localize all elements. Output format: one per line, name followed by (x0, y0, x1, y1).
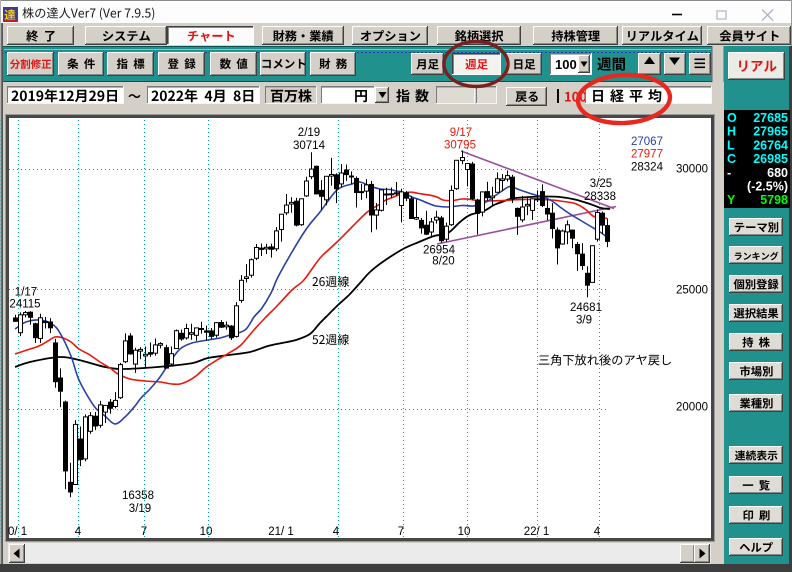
svg-text:28338: 28338 (584, 191, 616, 203)
svg-text:16358: 16358 (122, 490, 154, 502)
svg-text:28324: 28324 (631, 162, 664, 174)
svg-text:24681: 24681 (570, 302, 602, 314)
svg-text:4: 4 (75, 526, 82, 538)
svg-text:Y: Y (727, 193, 736, 207)
svg-text:22/ 1: 22/ 1 (524, 526, 550, 538)
svg-text:1/17: 1/17 (15, 287, 37, 299)
svg-text:0/ 1: 0/ 1 (8, 526, 27, 538)
svg-text:9/17: 9/17 (450, 127, 472, 139)
svg-text:24115: 24115 (9, 299, 40, 311)
svg-text:25000: 25000 (676, 285, 708, 297)
svg-text:4: 4 (594, 526, 601, 538)
svg-text:5798: 5798 (760, 193, 788, 207)
svg-text:4: 4 (333, 526, 340, 538)
svg-text:26985: 26985 (753, 152, 788, 166)
svg-text:27965: 27965 (753, 125, 788, 139)
svg-text:H: H (727, 125, 736, 139)
svg-text:20000: 20000 (676, 402, 708, 414)
svg-text:O: O (727, 111, 737, 125)
svg-text:26954: 26954 (423, 245, 456, 257)
svg-text:3/19: 3/19 (129, 503, 151, 515)
svg-text:27977: 27977 (631, 149, 663, 161)
svg-text:(-2.5%): (-2.5%) (747, 180, 788, 194)
svg-text:3/25: 3/25 (590, 178, 612, 190)
svg-text:10: 10 (458, 526, 471, 538)
svg-text:27685: 27685 (753, 111, 788, 125)
svg-text:L: L (727, 138, 735, 152)
svg-text:C: C (727, 152, 736, 166)
svg-text:30795: 30795 (444, 140, 476, 152)
svg-text:3/9: 3/9 (576, 315, 592, 327)
svg-text:100: 100 (555, 57, 577, 72)
svg-text:7: 7 (398, 526, 404, 538)
svg-text:2/19: 2/19 (298, 127, 320, 139)
svg-text:7: 7 (141, 526, 147, 538)
svg-text:-: - (727, 166, 731, 180)
svg-text:8/20: 8/20 (432, 256, 454, 268)
svg-text:27067: 27067 (631, 136, 663, 148)
svg-text:10: 10 (200, 526, 213, 538)
svg-text:30714: 30714 (293, 140, 326, 152)
svg-text:21/ 1: 21/ 1 (268, 526, 294, 538)
svg-text:680: 680 (767, 166, 788, 180)
svg-text:30000: 30000 (676, 164, 708, 176)
svg-text:26764: 26764 (753, 138, 788, 152)
